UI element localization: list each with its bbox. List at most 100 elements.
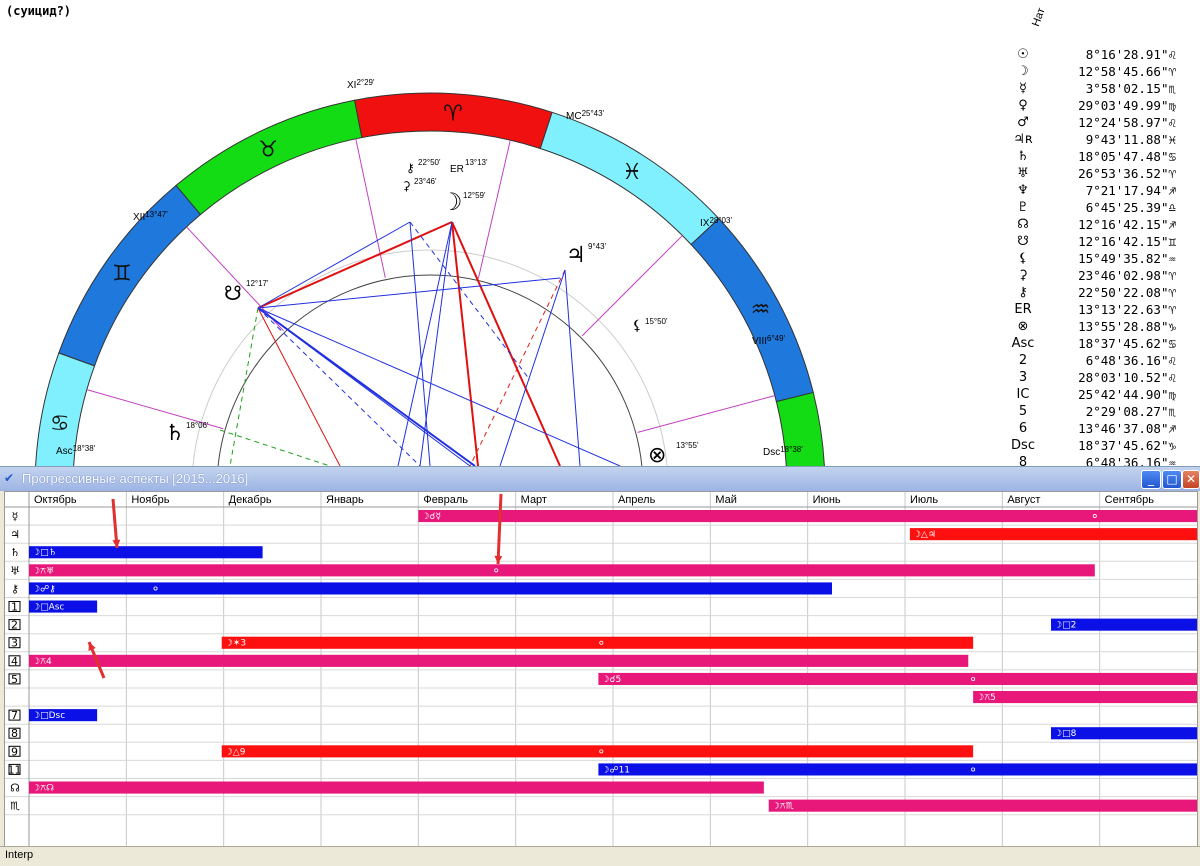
- row-label: ♅: [10, 564, 20, 577]
- fortune-icon: ⊗: [648, 443, 666, 466]
- planet-position: 12°58'45.66"♈: [1078, 64, 1176, 79]
- planet-glyph-icon: ER: [1014, 302, 1032, 317]
- aspect-bar[interactable]: [973, 691, 1197, 704]
- house-box-icon: [8, 727, 21, 739]
- planet-row: ♀ 29°03'49.99"♍: [1010, 97, 1176, 114]
- er-icon: ER: [450, 164, 464, 175]
- aspect-line: [469, 269, 566, 466]
- zodiac-sign-icon: ♈: [443, 102, 463, 127]
- natal-chart-area: (суицид?) ♋♊♉♈♓♒♑ XI2°29' MC25°43' XII13…: [6, 4, 1176, 466]
- planet-row: Dsc 18°37'45.62"♑: [1010, 437, 1176, 454]
- window-title: Прогрессивные аспекты [2015...2016]: [22, 471, 249, 486]
- planet-row: ♇ 6°45'25.39"♎: [1010, 199, 1176, 216]
- planet-glyph-icon: 2: [1018, 353, 1028, 368]
- aspect-bar[interactable]: [598, 672, 1197, 685]
- aspect-line: [257, 221, 453, 309]
- row-label: ☿: [12, 510, 19, 523]
- planet-row: ⊗ 13°55'28.88"♑: [1010, 318, 1176, 335]
- planet-position: 15°49'35.82"♒: [1078, 251, 1176, 266]
- planet-row: ☉ 8°16'28.91"♌: [1010, 46, 1176, 63]
- aspect-bar[interactable]: [29, 654, 969, 667]
- er-degree: 13°13': [465, 158, 488, 167]
- annotation-arrow-icon: [496, 493, 503, 565]
- aspect-bar[interactable]: [598, 763, 1197, 776]
- planet-row: ⚳ 23°46'02.98"♈: [1010, 267, 1176, 284]
- maximize-button[interactable]: □: [1162, 470, 1182, 489]
- aspect-line: [257, 307, 421, 466]
- aspect-bar[interactable]: [221, 745, 974, 758]
- row-label: 8: [11, 727, 18, 740]
- aspect-line: [397, 221, 453, 466]
- planet-position: 6°45'25.39"♎: [1085, 200, 1176, 215]
- close-button[interactable]: ✕: [1182, 470, 1200, 489]
- house-box-icon: [8, 709, 21, 721]
- aspect-bar[interactable]: [418, 510, 1197, 523]
- house-cusp-line: [477, 140, 511, 279]
- planet-glyph-icon: ⚸: [1018, 251, 1028, 266]
- aspect-bar[interactable]: [909, 528, 1197, 541]
- house-box-icon: [8, 619, 21, 631]
- planet-position-table: ☉ 8°16'28.91"♌ ☽ 12°58'45.66"♈ ☿ 3°58'02.15"♏…: [1010, 46, 1176, 466]
- zodiac-sign-segment: [35, 352, 96, 466]
- minimize-button[interactable]: _: [1141, 470, 1161, 489]
- zodiac-sign-icon: ♉: [258, 138, 278, 163]
- planet-row: 8 6°48'36.16"♒: [1010, 454, 1176, 466]
- planet-position: 18°05'47.48"♋: [1078, 149, 1176, 164]
- planet-glyph-icon: ♅: [1017, 166, 1029, 181]
- row-label: 1: [11, 601, 18, 614]
- jupiter-icon: ♃: [566, 243, 586, 268]
- aspect-line: [419, 221, 453, 466]
- aspect-bar[interactable]: [29, 564, 1095, 577]
- lilith-icon: ⚸: [632, 318, 642, 334]
- zodiac-sign-icon: ♊: [112, 261, 132, 286]
- planet-glyph-icon: ⊗: [1017, 319, 1029, 334]
- zodiac-wheel: ♋♊♉♈♓♒♑ XI2°29' MC25°43' XII13°47' IX28°…: [35, 78, 825, 466]
- month-label: Июль: [910, 494, 938, 506]
- aspect-bar[interactable]: [221, 636, 974, 649]
- aspect-bar[interactable]: [29, 709, 98, 722]
- aspect-bar-label: ☽☌☿: [421, 512, 441, 522]
- south-node-degree: 12°17': [246, 279, 269, 288]
- aspect-line: [257, 307, 341, 466]
- dsc-label: Dsc18°38': [763, 445, 803, 458]
- aspect-bar[interactable]: [29, 781, 764, 794]
- planet-glyph-icon: 6: [1018, 421, 1028, 436]
- row-label: ♃: [10, 528, 20, 541]
- natal-column-label: Нат: [1030, 6, 1048, 29]
- planet-position: 6°48'36.16"♒: [1085, 455, 1176, 466]
- window-titlebar[interactable]: ✔ Прогрессивные аспекты [2015...2016] _ …: [0, 466, 1200, 491]
- house-cusp-line: [186, 226, 284, 332]
- planet-row: ♄ 18°05'47.48"♋: [1010, 148, 1176, 165]
- chart-title: (суицид?): [6, 4, 72, 18]
- row-label: 7: [11, 709, 18, 722]
- planet-glyph-icon: ☋: [1017, 234, 1029, 249]
- planet-glyph-icon: ♄: [1017, 149, 1029, 164]
- aspect-bar[interactable]: [1051, 618, 1197, 631]
- exact-aspect-dot: [599, 640, 604, 645]
- aspect-bar-label: ☽✶3: [225, 639, 246, 649]
- moon-degree: 12°59': [463, 191, 486, 200]
- row-label: ♄: [10, 546, 20, 559]
- aspect-bar-label: ☽□8: [1054, 729, 1077, 739]
- planet-position: 12°16'42.15"♊: [1078, 234, 1176, 249]
- planet-glyph-icon: Dsc: [1011, 438, 1035, 453]
- planet-position: 13°46'37.08"♐: [1078, 421, 1176, 436]
- planet-glyph-icon: ♂: [1017, 115, 1029, 130]
- planet-row: ER 13°13'22.63"♈: [1010, 301, 1176, 318]
- aspect-bar[interactable]: [29, 546, 263, 559]
- planet-glyph-icon: 8: [1018, 455, 1028, 466]
- house-cusp-line: [637, 395, 775, 433]
- house-cusp-line: [581, 235, 683, 337]
- aspect-bar[interactable]: [1051, 727, 1197, 740]
- aspect-bar[interactable]: [29, 582, 832, 595]
- aspect-bar-label: ☽△9: [225, 747, 246, 757]
- planet-row: ☊ 12°16'42.15"♐: [1010, 216, 1176, 233]
- aspect-bar[interactable]: [768, 799, 1197, 812]
- zodiac-sign-icon: ♒: [751, 298, 771, 323]
- aspect-bar-label: ☽□♄: [32, 548, 57, 558]
- aspect-bar[interactable]: [29, 600, 98, 613]
- exact-aspect-dot: [153, 586, 158, 591]
- planet-glyph-icon: ⚳: [1018, 268, 1028, 283]
- month-label: Октябрь: [34, 494, 77, 506]
- planet-glyph-icon: 5: [1018, 404, 1028, 419]
